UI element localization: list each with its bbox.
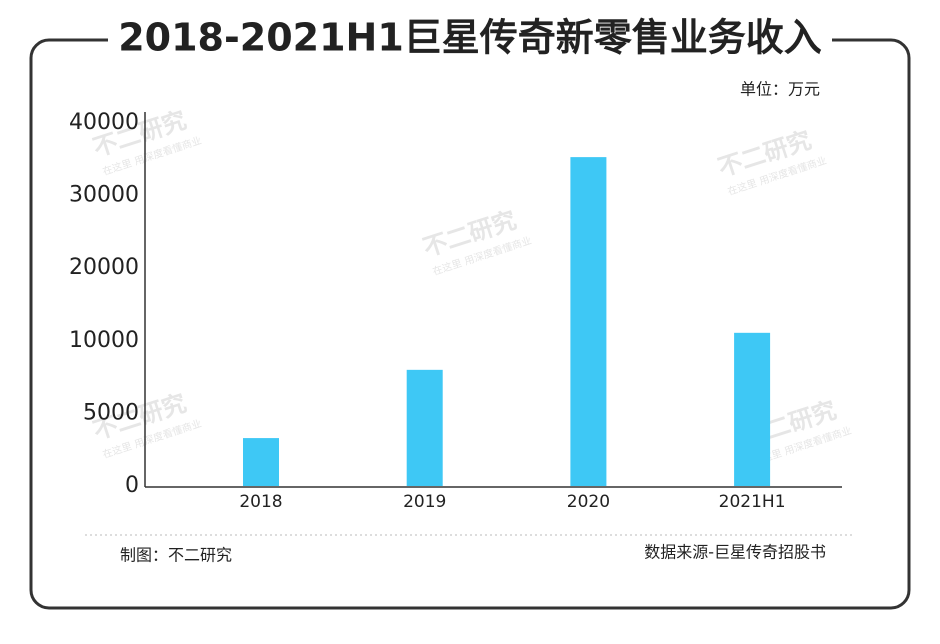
y-tick-label: 5000 [83, 400, 139, 425]
unit-label: 单位：万元 [740, 80, 820, 99]
x-tick-label: 2019 [403, 492, 446, 512]
credit: 制图：不二研究 [120, 546, 232, 565]
y-tick-label: 30000 [69, 183, 139, 208]
y-tick-label: 10000 [69, 328, 139, 353]
bar [406, 369, 443, 486]
bar [243, 438, 279, 486]
x-tick-label: 2021H1 [719, 492, 786, 512]
x-tick-label: 2018 [239, 492, 282, 512]
source: 数据来源-巨星传奇招股书 [644, 543, 826, 562]
bar [734, 332, 771, 486]
title-bg [108, 18, 832, 62]
y-tick-label: 40000 [69, 110, 139, 135]
x-tick-label: 2020 [567, 492, 610, 512]
chart-title: 2018-2021H1巨星传奇新零售业务收入 [118, 16, 822, 60]
bar [570, 157, 607, 486]
y-tick-label: 20000 [69, 255, 139, 280]
y-tick-label: 0 [125, 473, 139, 498]
